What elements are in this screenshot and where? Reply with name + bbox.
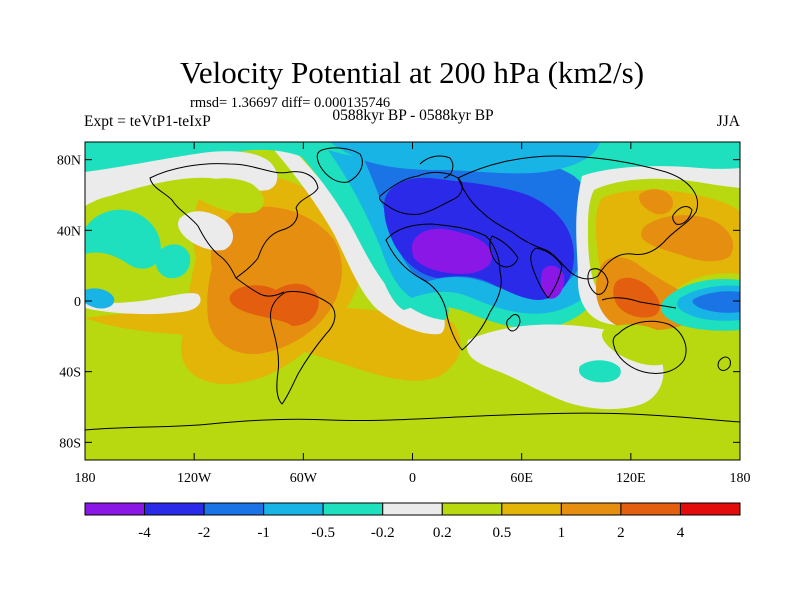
coastline-europe xyxy=(379,171,463,215)
coastline-antarctica xyxy=(85,412,740,431)
coastline-central-america xyxy=(235,277,285,297)
coastline-south-america xyxy=(270,291,336,405)
colorbar-label: -0.2 xyxy=(371,525,395,541)
contour-region-australia-green xyxy=(601,324,673,366)
colorbar-swatch xyxy=(620,502,681,516)
contour-region-west-edge-light-blue xyxy=(85,288,115,309)
contour-region-india-purple xyxy=(540,265,565,299)
period-label: 0588kyr BP - 0588kyr BP xyxy=(332,107,493,124)
y-tick-label: 0 xyxy=(74,295,81,310)
x-tick-label: 0 xyxy=(409,471,416,486)
contour-region-north-pacific-gray xyxy=(85,151,278,206)
colorbar-label: -1 xyxy=(257,525,270,541)
colorbar-swatch xyxy=(382,502,443,516)
colorbar-swatch xyxy=(144,502,205,516)
coastlines xyxy=(85,147,740,431)
contour-region-equatorial-pacific-gray xyxy=(85,293,201,315)
chart-title: Velocity Potential at 200 hPa (km2/s) xyxy=(180,55,644,90)
y-tick-label: 40S xyxy=(59,366,81,381)
colorbar-label: 1 xyxy=(558,525,566,541)
colorbar-label: -4 xyxy=(138,525,151,541)
x-tick-label: 180 xyxy=(75,471,96,486)
colorbar-label: -2 xyxy=(198,525,211,541)
coastline-southeast-asia xyxy=(587,268,609,295)
contour-region-east-pacific-dark-orange xyxy=(639,189,674,215)
season-label: JJA xyxy=(717,113,741,130)
y-tick-label: 40N xyxy=(57,224,81,239)
contour-region-south-indian-cyan xyxy=(578,360,621,383)
contour-region-indonesia-red xyxy=(613,277,660,318)
y-axis: 80N 40N 0 40S 80S xyxy=(57,154,740,451)
contour-region-north-pacific-cyan xyxy=(85,209,161,269)
coastline-new-zealand xyxy=(717,356,731,371)
colorbar-swatch xyxy=(203,502,265,516)
colorbar-label: -0.5 xyxy=(311,525,335,541)
contour-region-atlantic-cyan xyxy=(292,146,449,320)
contour-region-north-pacific-cyan-east xyxy=(155,244,191,279)
colorbar-swatch xyxy=(679,502,741,516)
colorbar-label: 0.2 xyxy=(433,525,452,541)
colorbar-swatch xyxy=(501,502,562,516)
contour-region-arctic-light-blue xyxy=(330,142,600,174)
colorbar-label: 4 xyxy=(677,525,685,541)
x-axis: 180 120W 60W 0 60E 120E 180 xyxy=(75,142,751,486)
colorbar-swatch xyxy=(84,502,146,516)
contour-region-africa-purple xyxy=(412,228,493,274)
colorbar-swatch xyxy=(441,502,503,516)
x-tick-label: 60W xyxy=(290,471,318,486)
coastline-arabia xyxy=(489,235,519,268)
colorbar: -4 -2 -1 -0.5 -0.2 0.2 0.5 1 2 4 xyxy=(84,502,741,541)
contour-region-americas-red xyxy=(229,283,319,326)
colorbar-label: 0.5 xyxy=(492,525,511,541)
experiment-label: Expt = teVtP1-teIxP xyxy=(84,113,211,130)
coastline-australia xyxy=(612,320,687,374)
y-tick-label: 80N xyxy=(57,154,81,169)
coastline-madagascar xyxy=(506,314,521,332)
coastline-japan xyxy=(672,206,693,225)
contour-region-north-pacific-gray-band xyxy=(178,211,233,251)
x-tick-label: 120W xyxy=(177,471,212,486)
colorbar-label: 2 xyxy=(617,525,625,541)
contour-region-alaska-green xyxy=(194,178,264,214)
y-tick-label: 80S xyxy=(59,436,81,451)
coastline-north-america xyxy=(149,163,319,279)
colorbar-swatch xyxy=(263,502,324,516)
contour-region-africa-dark-blue xyxy=(384,177,574,300)
contour-region-china-dark-orange xyxy=(641,215,734,262)
contour-region-central-pacific-blue xyxy=(692,291,740,313)
contour-region-arctic-cyan xyxy=(600,142,740,173)
x-tick-label: 120E xyxy=(616,471,646,486)
coastline-asia xyxy=(457,155,698,280)
stats-text: rmsd= 1.36697 diff= 0.000135746 xyxy=(190,95,390,111)
coastline-africa xyxy=(385,223,502,351)
coastline-scandinavia xyxy=(419,155,454,179)
contour-fill xyxy=(85,142,740,460)
coastline-indonesia xyxy=(601,297,677,309)
coastline-india xyxy=(530,247,563,299)
colorbar-swatch xyxy=(560,502,622,516)
colorbar-swatch xyxy=(322,502,384,516)
coastline-greenland xyxy=(316,147,363,183)
x-tick-label: 60E xyxy=(510,471,533,486)
x-tick-label: 180 xyxy=(730,471,751,486)
